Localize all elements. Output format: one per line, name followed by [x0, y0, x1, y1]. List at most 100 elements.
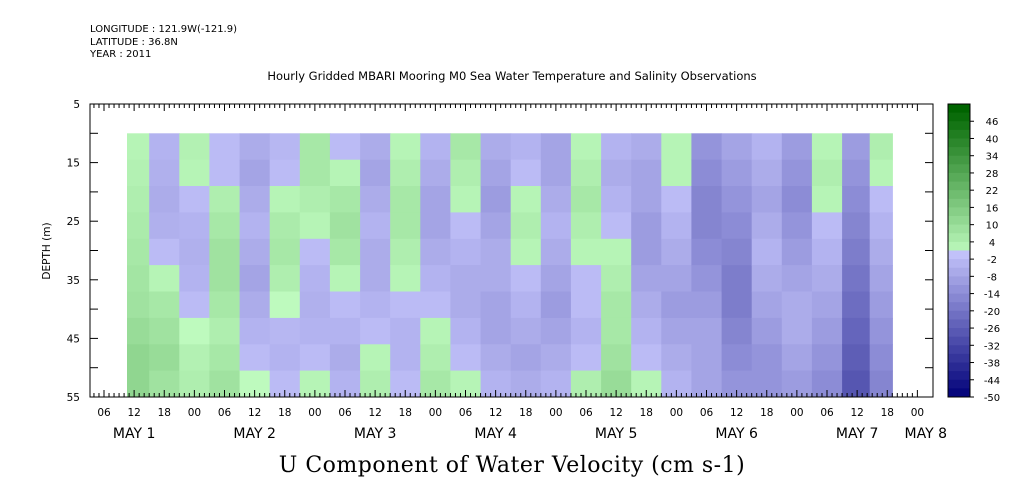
heatmap-cell	[149, 186, 180, 213]
heatmap-cell	[127, 186, 150, 213]
heatmap-cell	[299, 238, 331, 266]
heatmap-cell	[781, 238, 813, 266]
heatmap-cell	[570, 212, 602, 240]
heatmap-cell	[781, 291, 813, 319]
x-tick-label: 12	[850, 407, 863, 419]
heatmap-cell	[842, 238, 871, 266]
heatmap-cell	[721, 344, 753, 372]
heatmap-cell	[691, 317, 723, 345]
heatmap-cell	[570, 186, 602, 213]
x-axis-label: U Component of Water Velocity (cm s-1)	[278, 453, 746, 478]
colorbar-label: 22	[986, 186, 999, 197]
x-tick-label: 06	[820, 407, 834, 419]
heatmap-cell	[104, 265, 120, 292]
heatmap-cell	[601, 238, 632, 266]
heatmap-cell	[239, 265, 271, 293]
colorbar-label: 46	[986, 117, 999, 128]
heatmap-cell	[420, 265, 451, 293]
heatmap-cell	[209, 344, 241, 372]
heatmap-cell	[450, 291, 482, 319]
heatmap-cell	[450, 212, 482, 240]
colorbar-band	[948, 319, 970, 329]
heatmap-cell	[390, 317, 421, 345]
colorbar-band	[948, 155, 970, 165]
heatmap-cell	[104, 371, 120, 398]
x-day-label: MAY 4	[474, 426, 517, 442]
x-day-label: MAY 3	[354, 426, 396, 442]
heatmap-cell	[661, 291, 692, 319]
heatmap-cell	[149, 159, 180, 187]
heatmap-cell	[631, 159, 662, 187]
heatmap-cell	[570, 344, 602, 372]
x-tick-label: 00	[188, 407, 201, 419]
heatmap-cell	[811, 317, 843, 345]
heatmap-cell	[510, 317, 542, 345]
x-day-label: MAY 7	[836, 426, 878, 442]
x-tick-label: 06	[579, 407, 593, 419]
colorbar-band	[948, 207, 970, 217]
x-tick-label: 12	[730, 407, 743, 419]
heatmap-cell	[269, 265, 301, 293]
colorbar-band	[948, 353, 970, 363]
heatmap-cell	[299, 265, 331, 293]
chart-title: Hourly Gridded MBARI Mooring M0 Sea Wate…	[267, 69, 757, 83]
longitude-label: LONGITUDE : 121.9W(-121.9)	[90, 24, 237, 35]
heatmap-cell	[601, 212, 632, 240]
heatmap-cell	[480, 265, 512, 293]
heatmap-cell	[540, 291, 572, 319]
x-tick-label: 12	[248, 407, 261, 419]
heatmap-cell	[239, 133, 271, 161]
heatmap-cells	[104, 133, 893, 398]
colorbar-band	[948, 259, 970, 269]
heatmap-cell	[179, 159, 210, 187]
heatmap-cell	[420, 238, 451, 266]
heatmap-cell	[691, 212, 723, 240]
x-tick-label: 12	[609, 407, 622, 419]
y-tick-label: 35	[67, 275, 80, 287]
heatmap-cell	[299, 317, 331, 345]
heatmap-cell	[360, 133, 391, 161]
heatmap-cell	[510, 265, 542, 293]
heatmap-cell	[390, 238, 421, 266]
heatmap-cell	[299, 212, 331, 240]
heatmap-cell	[480, 133, 512, 161]
heatmap-cell	[209, 159, 241, 187]
x-day-label: MAY 2	[233, 426, 275, 442]
colorbar-band	[948, 112, 970, 122]
heatmap-cell	[751, 212, 783, 240]
heatmap-cell	[390, 265, 421, 293]
heatmap-cell	[149, 133, 180, 161]
heatmap-cell	[390, 291, 421, 319]
heatmap-cell	[570, 159, 602, 187]
heatmap-cell	[751, 238, 783, 266]
heatmap-cell	[209, 186, 241, 213]
heatmap-cell	[239, 159, 271, 187]
heatmap-cell	[510, 133, 542, 161]
heatmap-cell	[842, 159, 871, 187]
colorbar-band	[948, 310, 970, 320]
heatmap-cell	[127, 344, 150, 372]
heatmap-cell	[691, 159, 723, 187]
heatmap-cell	[179, 317, 210, 345]
heatmap-cell	[869, 159, 893, 187]
heatmap-cell	[127, 265, 150, 293]
heatmap-cell	[601, 344, 632, 372]
heatmap-cell	[149, 344, 180, 372]
heatmap-cell	[104, 212, 120, 239]
x-tick-label: 00	[670, 407, 683, 419]
x-tick-label: 00	[308, 407, 321, 419]
colorbar-frame	[947, 103, 971, 398]
heatmap-cell	[104, 133, 120, 160]
heatmap-cell	[691, 344, 723, 372]
heatmap-cell	[510, 159, 542, 187]
heatmap-cell	[540, 265, 572, 293]
x-tick-label: 18	[158, 407, 171, 419]
heatmap-cell	[781, 159, 813, 187]
heatmap-cell	[869, 133, 893, 161]
y-tick-label: 45	[67, 333, 80, 345]
heatmap-cell	[360, 186, 391, 213]
heatmap-cell	[450, 317, 482, 345]
heatmap-cell	[127, 212, 150, 240]
heatmap-cell	[209, 133, 241, 161]
